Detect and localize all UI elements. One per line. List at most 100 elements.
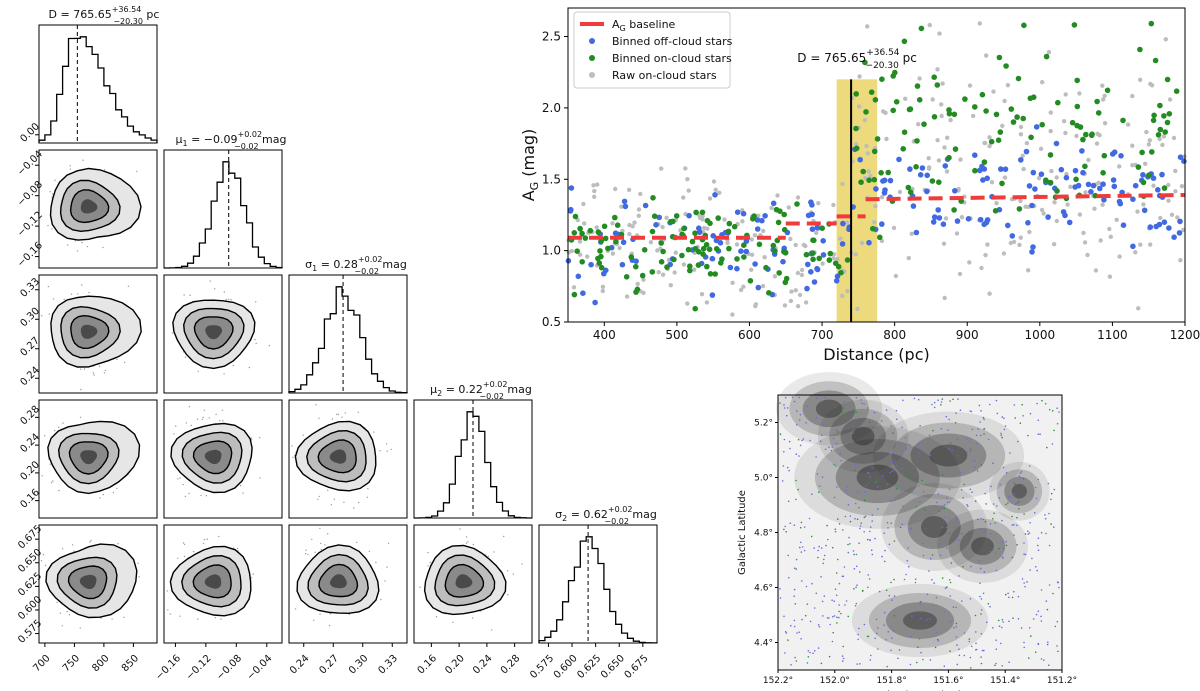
star-marker (828, 617, 830, 619)
binned-off-cloud-point (1176, 230, 1183, 236)
star-marker (849, 543, 851, 545)
binned-on-cloud-point (750, 216, 756, 222)
binned-on-cloud-point (658, 240, 664, 246)
raw-on-cloud-point (577, 252, 583, 257)
sample-point (86, 245, 89, 248)
binned-off-cloud-point (740, 210, 747, 217)
raw-on-cloud-point (672, 270, 677, 275)
binned-on-cloud-point (641, 247, 648, 253)
binned-on-cloud-point (1008, 106, 1015, 112)
raw-on-cloud-point (1054, 218, 1060, 224)
sample-point (182, 483, 184, 486)
star-marker (852, 429, 855, 432)
raw-on-cloud-point (1117, 164, 1122, 169)
star-marker (809, 620, 812, 623)
star-marker (989, 550, 992, 553)
star-marker (999, 483, 1001, 486)
sample-point (82, 159, 84, 161)
raw-on-cloud-point (636, 213, 641, 218)
density-contour (204, 449, 222, 464)
sample-point (228, 298, 230, 300)
cloud-blob (840, 417, 886, 455)
star-marker (1058, 411, 1060, 413)
param-minus-error: −0.02 (234, 142, 259, 151)
raw-on-cloud-point (648, 240, 654, 245)
star-marker (840, 612, 842, 615)
star-marker (839, 453, 842, 455)
raw-on-cloud-point (1102, 93, 1107, 99)
star-marker (955, 606, 957, 609)
star-marker (795, 660, 798, 662)
binned-on-cloud-point (1028, 134, 1034, 141)
cloud-blob (891, 422, 1006, 489)
raw-on-cloud-point (1173, 168, 1178, 174)
star-marker (865, 484, 868, 487)
panel-frame (163, 149, 283, 269)
star-marker (1034, 651, 1037, 653)
sample-point (50, 481, 53, 484)
raw-on-cloud-point (581, 201, 586, 207)
cloud-blob (894, 494, 974, 560)
corner-panel-4-1: −0.16 −0.12 −0.08 −0.04 (154, 524, 283, 682)
star-marker (837, 518, 839, 520)
binned-on-cloud-point (952, 146, 959, 152)
param-value: = 0.28 (317, 258, 358, 271)
star-marker (854, 517, 856, 520)
raw-on-cloud-point (1048, 110, 1054, 115)
binned-on-cloud-point (741, 254, 747, 260)
raw-on-cloud-point (853, 142, 859, 147)
star-marker (1022, 484, 1024, 486)
raw-on-cloud-point (686, 188, 691, 193)
star-marker (990, 485, 992, 488)
star-marker (793, 625, 796, 628)
cloud-blob (937, 509, 1028, 583)
star-marker (856, 663, 858, 665)
annotation-unit: pc (899, 51, 917, 65)
raw-on-cloud-point (1063, 130, 1068, 136)
star-marker (844, 515, 847, 518)
sample-point (184, 495, 186, 498)
star-marker (1005, 544, 1008, 547)
cloud-blob (920, 516, 948, 538)
star-marker (941, 577, 944, 579)
annotation-plus: +36.54 (866, 48, 900, 58)
star-marker (969, 410, 971, 412)
raw-on-cloud-point (1093, 268, 1099, 273)
raw-on-cloud-point (569, 248, 574, 254)
binned-off-cloud-point (1155, 187, 1161, 193)
raw-on-cloud-point (893, 273, 899, 279)
sample-point (311, 538, 313, 541)
star-marker (871, 553, 874, 556)
raw-on-cloud-point (789, 289, 794, 294)
binned-on-cloud-point (658, 259, 665, 265)
binned-on-cloud-point (1020, 115, 1026, 122)
star-marker (1001, 519, 1003, 522)
star-marker (853, 553, 855, 556)
star-marker (920, 601, 922, 603)
sample-point (507, 593, 509, 596)
star-marker (986, 550, 989, 552)
sample-point (138, 576, 140, 578)
star-marker (973, 466, 976, 469)
star-marker (1007, 592, 1009, 595)
star-marker (855, 411, 858, 414)
star-marker (875, 618, 878, 621)
star-marker (817, 624, 820, 626)
star-marker (836, 616, 838, 619)
annotation-minus: −20.30 (866, 61, 900, 71)
star-marker (794, 603, 797, 605)
sample-point (89, 541, 91, 543)
binned-off-cloud-point (809, 226, 816, 232)
star-marker (1023, 646, 1025, 649)
legend-label: Raw on-cloud stars (612, 69, 717, 82)
raw-on-cloud-point (635, 281, 640, 287)
binned-off-cloud-point (977, 167, 983, 174)
binned-on-cloud-point (918, 25, 925, 32)
binned-on-cloud-point (1155, 132, 1162, 138)
binned-off-cloud-point (834, 273, 841, 280)
binned-off-cloud-point (977, 216, 984, 223)
sample-point (202, 542, 205, 544)
star-marker (869, 526, 872, 528)
raw-on-cloud-point (1039, 207, 1045, 213)
star-marker (883, 611, 886, 614)
